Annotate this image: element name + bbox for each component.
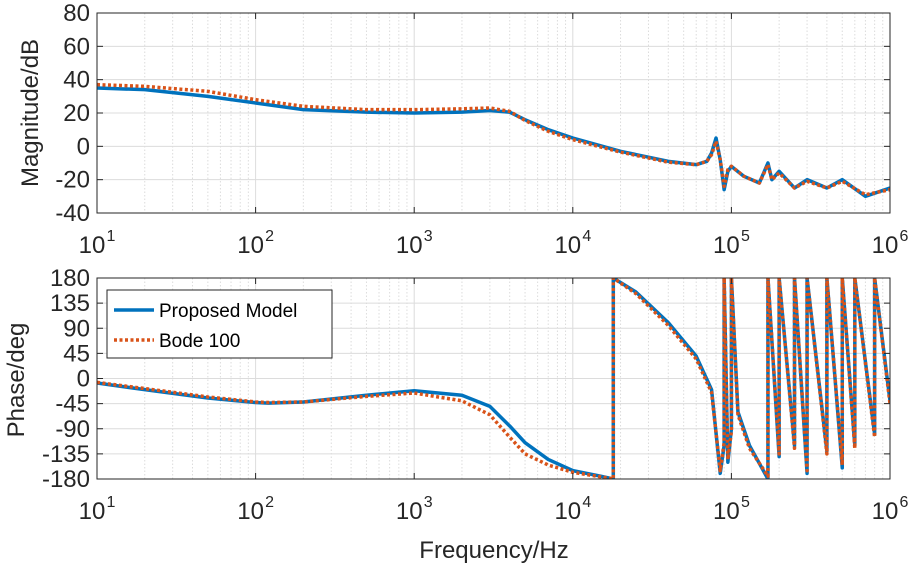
magnitude-x-tick-exponent: 5 <box>741 228 750 245</box>
magnitude-x-tick-exponent: 2 <box>265 228 274 245</box>
magnitude-x-tick-label: 10 <box>554 232 581 259</box>
phase-x-tick-exponent: 5 <box>741 494 750 511</box>
magnitude-y-tick-label: 40 <box>63 67 90 94</box>
magnitude-x-tick-exponent: 4 <box>582 228 591 245</box>
magnitude-y-tick-label: -40 <box>55 200 90 227</box>
phase-y-tick-label: -180 <box>42 466 90 493</box>
phase-y-tick-label: 45 <box>63 340 90 367</box>
phase-x-tick-exponent: 4 <box>582 494 591 511</box>
phase-x-tick-label: 10 <box>872 498 899 525</box>
phase-ticks <box>96 277 891 480</box>
magnitude-y-tick-label: 60 <box>63 33 90 60</box>
magnitude-y-axis-label: Magnitude/dB <box>17 39 44 187</box>
phase-y-tick-label: 135 <box>50 290 90 317</box>
magnitude-series-group <box>97 82 890 199</box>
magnitude-y-tick-label: 20 <box>63 100 90 127</box>
phase-y-tick-label: -135 <box>42 441 90 468</box>
magnitude-x-tick-exponent: 3 <box>424 228 433 245</box>
phase-x-tick-label: 10 <box>79 498 106 525</box>
phase-series-group <box>97 278 890 479</box>
magnitude-x-tick-label: 10 <box>79 232 106 259</box>
phase-x-tick-exponent: 2 <box>265 494 274 511</box>
magnitude-ticks <box>96 12 891 214</box>
magnitude-x-tick-label: 10 <box>713 232 740 259</box>
phase-y-tick-label: -90 <box>55 416 90 443</box>
magnitude-y-tick-label: 80 <box>63 0 90 27</box>
magnitude-x-tick-exponent: 6 <box>900 228 909 245</box>
magnitude-y-tick-label: -20 <box>55 167 90 194</box>
phase-x-tick-label: 10 <box>237 498 264 525</box>
magnitude-x-tick-label: 10 <box>396 232 423 259</box>
magnitude-x-tick-label: 10 <box>872 232 899 259</box>
phase-y-tick-label: 180 <box>50 265 90 292</box>
phase-series-bode-100 <box>97 278 890 479</box>
frequency-x-axis-label: Frequency/Hz <box>419 537 568 564</box>
phase-y-tick-label: 0 <box>77 366 90 393</box>
magnitude-y-tick-label: 0 <box>77 133 90 160</box>
phase-x-tick-exponent: 1 <box>107 494 116 511</box>
phase-x-tick-exponent: 3 <box>424 494 433 511</box>
magnitude-x-tick-exponent: 1 <box>107 228 116 245</box>
phase-y-tick-label: -45 <box>55 391 90 418</box>
magnitude-x-tick-label: 10 <box>237 232 264 259</box>
legend-label-bode-100: Bode 100 <box>159 331 240 352</box>
legend-box <box>106 289 333 359</box>
phase-x-tick-label: 10 <box>713 498 740 525</box>
phase-x-tick-label: 10 <box>396 498 423 525</box>
legend-label-proposed-model: Proposed Model <box>159 301 297 322</box>
legend: Proposed Model Bode 100 <box>106 289 333 359</box>
phase-y-axis-label: Phase/deg <box>3 323 30 438</box>
phase-x-tick-label: 10 <box>554 498 581 525</box>
phase-y-tick-label: 90 <box>63 315 90 342</box>
magnitude-series-bode-100 <box>97 82 890 197</box>
phase-x-tick-exponent: 6 <box>900 494 909 511</box>
